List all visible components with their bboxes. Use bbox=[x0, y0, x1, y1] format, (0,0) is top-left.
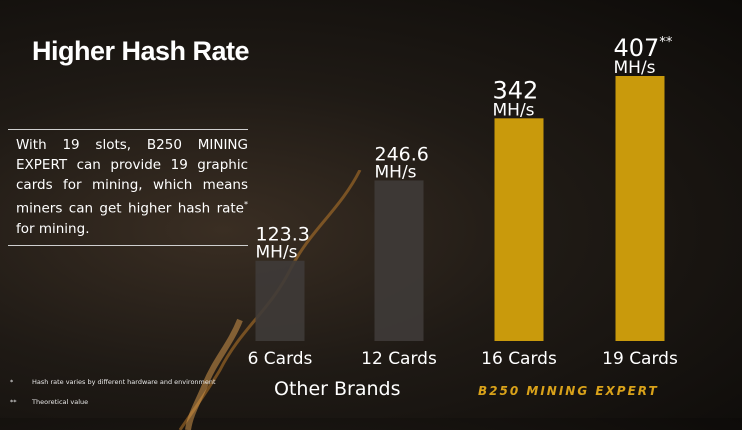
unit-label: MH/s bbox=[256, 243, 298, 263]
unit-label: MH/s bbox=[375, 162, 417, 182]
value-label: 246.6 bbox=[375, 143, 429, 165]
footnote-marker: * bbox=[244, 200, 248, 209]
value-label: 342 bbox=[493, 76, 539, 104]
footnote-1: * Hash rate varies by different hardware … bbox=[10, 378, 216, 386]
slide-title: Higher Hash Rate bbox=[32, 36, 250, 66]
other-brands-label: Other Brands bbox=[274, 378, 401, 400]
category-label: 16 Cards bbox=[481, 349, 557, 369]
unit-label: MH/s bbox=[614, 58, 656, 78]
bar-12-cards bbox=[374, 180, 424, 341]
category-label: 19 Cards bbox=[602, 349, 678, 369]
unit-label: MH/s bbox=[493, 100, 535, 120]
value-label: 123.3 bbox=[256, 224, 310, 246]
bar-16-cards bbox=[494, 118, 544, 341]
bar-19-cards bbox=[615, 76, 665, 341]
bar-6-cards bbox=[255, 260, 305, 341]
description-text: With 19 slots, B250 MINING EXPERT can pr… bbox=[16, 137, 248, 237]
category-label: 6 Cards bbox=[248, 349, 313, 369]
b250-brand-label: B250 MINING EXPERT bbox=[478, 384, 659, 398]
footnote-2: ** Theoretical value bbox=[10, 398, 89, 406]
category-label: 12 Cards bbox=[361, 349, 437, 369]
description-box: With 19 slots, B250 MINING EXPERT can pr… bbox=[8, 129, 248, 246]
